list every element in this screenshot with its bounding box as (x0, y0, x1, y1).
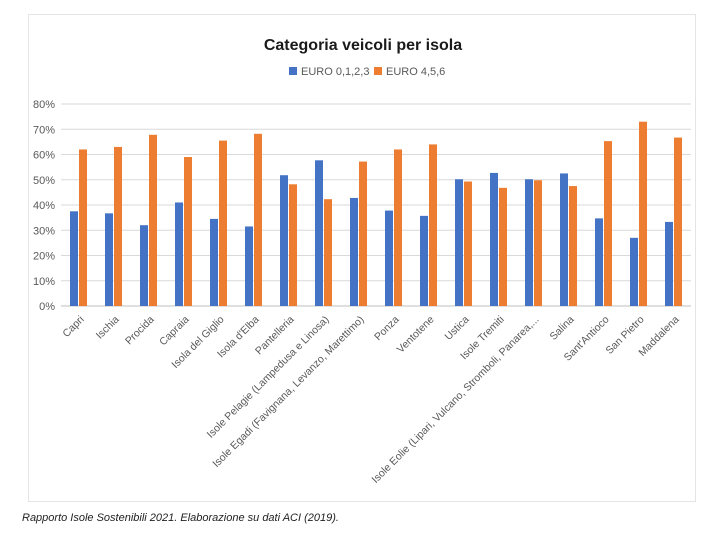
bar-euro0123 (245, 226, 253, 306)
y-tick-label: 40% (33, 200, 55, 212)
bars (70, 121, 682, 306)
bar-euro0123 (175, 202, 183, 306)
bar-euro456 (289, 184, 297, 306)
legend-label: EURO 0,1,2,3 (301, 66, 369, 78)
legend-swatch (289, 67, 297, 75)
bar-euro456 (149, 134, 157, 306)
x-tick-label: Procida (123, 314, 157, 348)
bar-euro456 (114, 146, 122, 306)
bar-euro456 (79, 149, 87, 306)
y-tick-label: 50% (33, 175, 55, 187)
bar-euro456 (464, 181, 472, 306)
x-tick-label: Ventotene (395, 314, 437, 356)
bar-euro456 (499, 187, 507, 306)
bar-euro0123 (315, 160, 323, 306)
bar-euro456 (359, 161, 367, 306)
bar-euro456 (534, 180, 542, 306)
y-tick-label: 10% (33, 276, 55, 288)
y-tick-label: 80% (33, 99, 55, 111)
bar-euro0123 (210, 218, 218, 306)
bar-euro0123 (455, 179, 463, 306)
bar-euro0123 (630, 237, 638, 306)
gridlines (61, 103, 691, 307)
bar-euro456 (429, 144, 437, 306)
bar-euro456 (569, 186, 577, 306)
legend: EURO 0,1,2,3 EURO 4,5,6 (289, 66, 445, 78)
x-tick-label: Ischia (94, 314, 122, 342)
bar-euro456 (324, 199, 332, 306)
chart-frame: Categoria veicoli per isola EURO 0,1,2,3… (28, 14, 696, 502)
legend-swatch (374, 67, 382, 75)
bar-chart: Categoria veicoli per isola EURO 0,1,2,3… (33, 37, 691, 486)
bar-euro0123 (140, 225, 148, 306)
x-tick-label: Capri (60, 314, 86, 340)
bar-euro456 (254, 133, 262, 306)
x-tick-label: Ustica (442, 314, 471, 343)
bar-euro0123 (350, 197, 358, 306)
x-tick-label: Salina (547, 314, 576, 343)
bar-euro456 (219, 140, 227, 306)
bar-euro0123 (490, 172, 498, 306)
bar-euro456 (184, 157, 192, 306)
bar-euro456 (639, 121, 647, 306)
bar-euro0123 (70, 211, 78, 306)
y-tick-label: 70% (33, 124, 55, 136)
y-tick-label: 0% (39, 301, 55, 313)
source-caption: Rapporto Isole Sostenibili 2021. Elabora… (22, 512, 339, 524)
x-tick-label: Capraia (157, 314, 192, 349)
bar-euro0123 (105, 213, 113, 306)
bar-euro456 (674, 137, 682, 306)
bar-euro0123 (385, 210, 393, 306)
y-axis-ticks: 0% 10% 20% 30% 40% 50% 60% 70% 80% (33, 99, 55, 313)
bar-euro0123 (560, 173, 568, 306)
legend-label: EURO 4,5,6 (386, 66, 445, 78)
x-tick-label: Isole Eolie (Lipari, Vulcano, Stromboli,… (370, 314, 542, 486)
bar-euro0123 (280, 175, 288, 306)
y-tick-label: 30% (33, 225, 55, 237)
chart-title: Categoria veicoli per isola (264, 37, 462, 54)
bar-euro0123 (665, 221, 673, 306)
bar-euro0123 (525, 179, 533, 306)
bar-euro456 (394, 149, 402, 306)
y-tick-label: 20% (33, 251, 55, 263)
y-tick-label: 60% (33, 150, 55, 162)
x-tick-label: Ponza (372, 314, 402, 344)
bar-euro0123 (595, 218, 603, 306)
bar-euro456 (604, 141, 612, 306)
bar-euro0123 (420, 215, 428, 306)
